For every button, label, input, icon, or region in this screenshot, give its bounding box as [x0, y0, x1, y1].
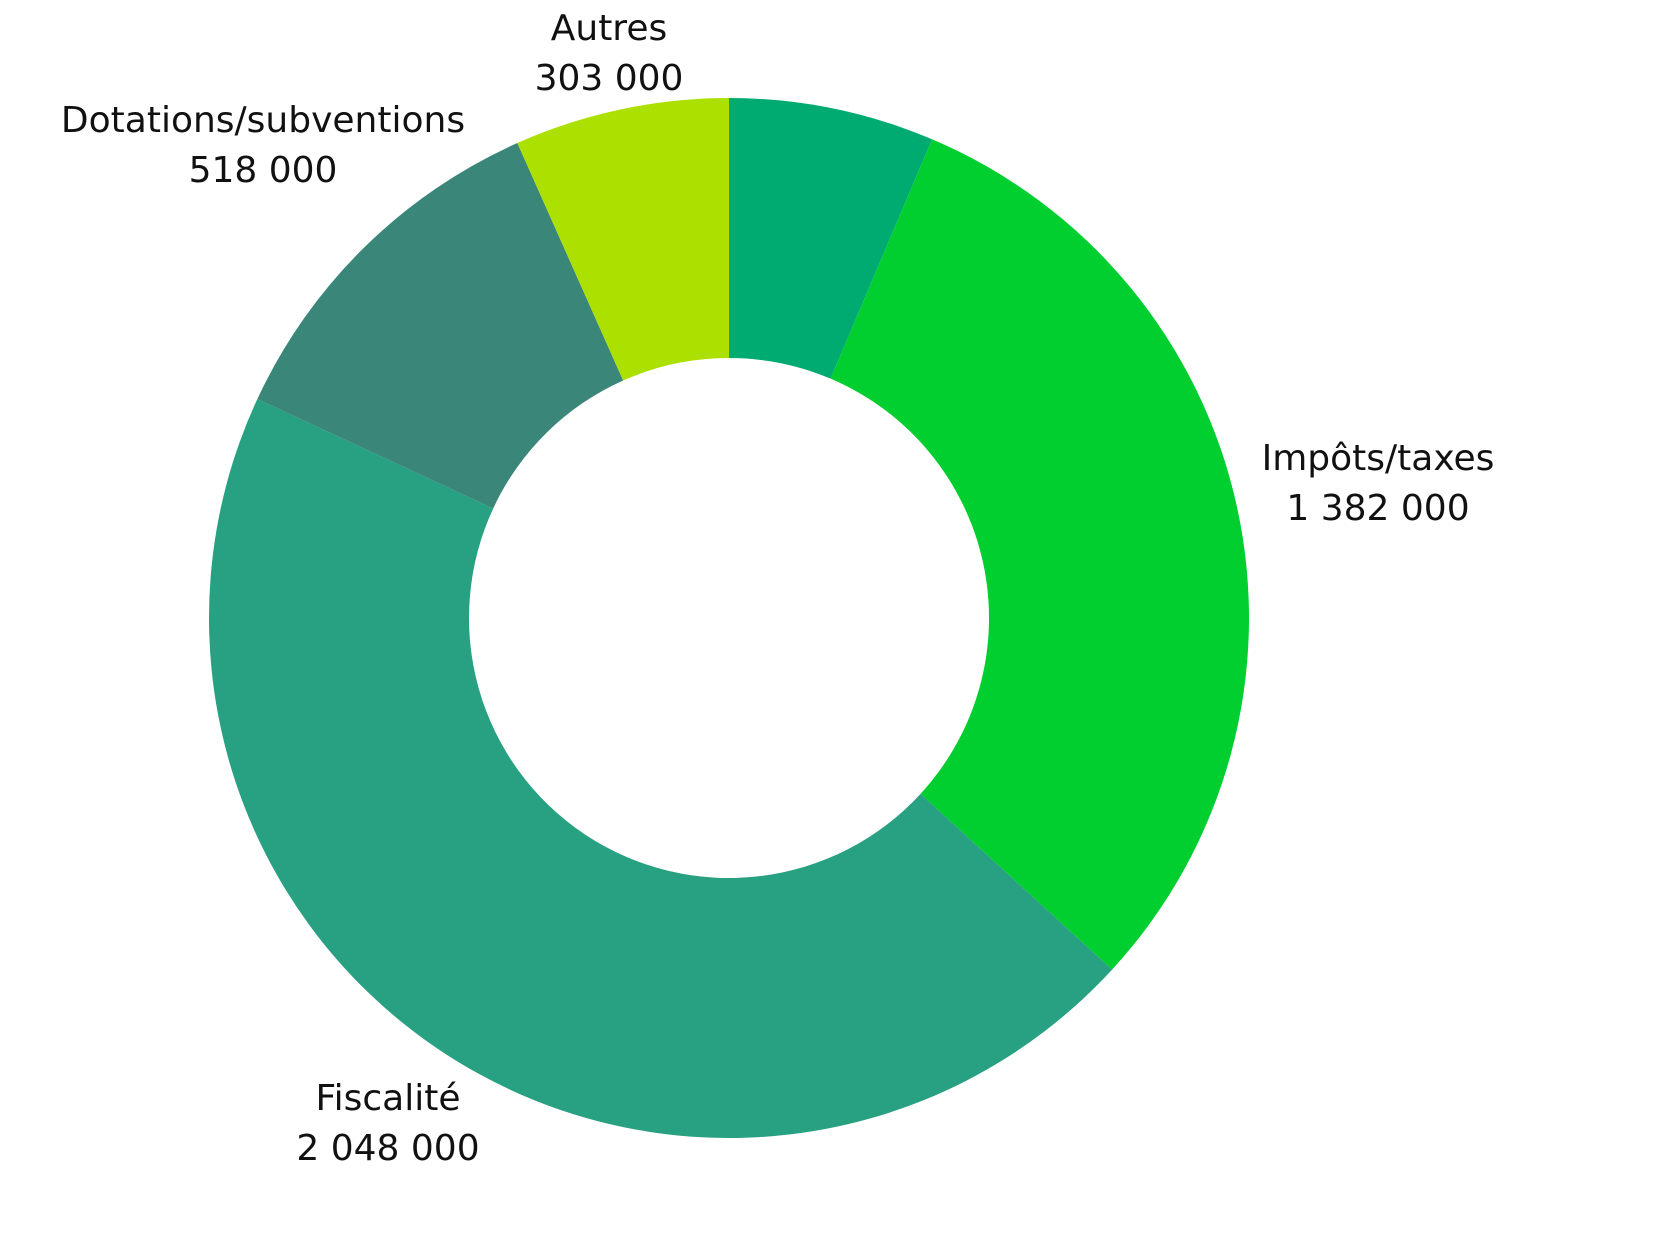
slice-label: Dotations/subventions [61, 100, 465, 141]
donut-slice [517, 98, 729, 381]
slice-value: 518 000 [189, 150, 338, 191]
slice-label: Autres [551, 8, 667, 49]
slice-value: 2 048 000 [296, 1128, 479, 1169]
slice-value: 1 382 000 [1286, 488, 1469, 529]
donut-slice [208, 398, 1113, 1139]
donut-slice [729, 98, 933, 379]
slice-value: 303 000 [535, 58, 684, 99]
slice-label: Impôts/taxes [1262, 438, 1495, 479]
donut-slice [257, 143, 624, 509]
donut-slice [830, 139, 1249, 970]
slice-label: Fiscalité [316, 1078, 461, 1119]
